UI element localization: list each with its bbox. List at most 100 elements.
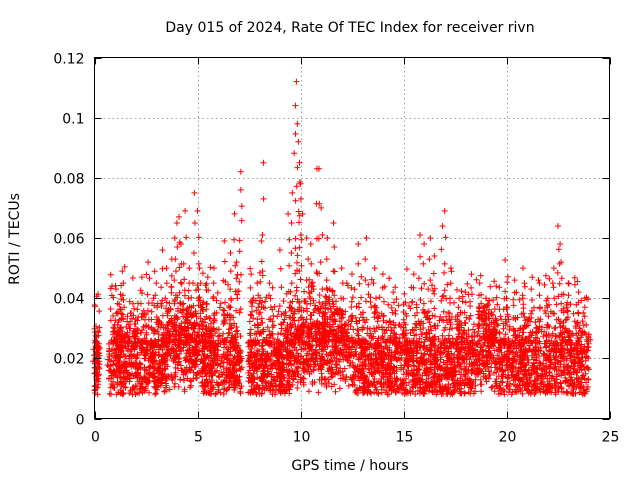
roti-point: [193, 287, 200, 294]
roti-point: [152, 292, 159, 299]
roti-point: [163, 265, 170, 272]
roti-point: [381, 298, 387, 305]
roti-point: [173, 220, 180, 226]
roti-point: [363, 298, 369, 305]
roti-point: [503, 304, 510, 311]
roti-point: [176, 289, 183, 296]
roti-point: [180, 260, 187, 267]
roti-point: [475, 328, 482, 335]
roti-point: [158, 303, 165, 309]
roti-point: [293, 287, 300, 294]
roti-point: [116, 332, 123, 339]
roti-point: [174, 315, 181, 321]
roti-point: [266, 292, 272, 299]
roti-point: [493, 294, 500, 301]
roti-point: [305, 256, 312, 263]
roti-point: [254, 280, 261, 287]
roti-point: [478, 316, 485, 323]
roti-point: [558, 307, 565, 314]
roti-point: [140, 313, 147, 320]
roti-point: [504, 313, 511, 320]
roti-point: [544, 295, 551, 302]
roti-point: [566, 328, 573, 335]
roti-point: [230, 314, 237, 321]
roti-point: [581, 295, 588, 302]
roti-point: [222, 278, 229, 285]
roti-point: [296, 268, 303, 275]
roti-point: [299, 210, 306, 217]
roti-point: [193, 313, 200, 320]
roti-point: [303, 235, 310, 241]
roti-point: [159, 247, 166, 253]
roti-point: [370, 280, 377, 287]
roti-point: [238, 217, 245, 224]
roti-point: [285, 210, 292, 217]
roti-point: [238, 271, 244, 278]
roti-point: [338, 325, 345, 332]
roti-point: [441, 287, 448, 294]
roti-point: [288, 280, 295, 287]
roti-point: [371, 325, 377, 332]
roti-point: [146, 275, 153, 282]
roti-point: [237, 186, 244, 193]
roti-point: [266, 316, 273, 323]
roti-point: [205, 287, 212, 294]
roti-point: [169, 323, 176, 330]
roti-point: [441, 260, 448, 267]
roti-point: [301, 288, 308, 295]
roti-point: [248, 271, 255, 278]
roti-point: [316, 165, 322, 172]
roti-point: [324, 235, 331, 241]
roti-point: [195, 295, 202, 302]
roti-point: [255, 328, 262, 335]
roti-point: [417, 253, 424, 260]
roti-point: [294, 164, 301, 171]
roti-point: [154, 304, 161, 311]
roti-point: [427, 235, 434, 241]
roti-point: [105, 356, 111, 363]
roti-point: [482, 295, 489, 302]
roti-point: [468, 271, 475, 278]
roti-point: [168, 289, 175, 296]
roti-point: [176, 264, 183, 271]
roti-point: [104, 362, 111, 368]
roti-point: [107, 306, 114, 312]
roti-point: [231, 210, 238, 217]
roti-point: [455, 331, 462, 338]
roti-point: [355, 300, 362, 307]
roti-point: [330, 220, 337, 226]
roti-point: [410, 284, 417, 291]
roti-point: [563, 304, 570, 311]
roti-point: [390, 330, 397, 337]
roti-point: [171, 277, 178, 284]
roti-point: [258, 299, 265, 306]
roti-point: [537, 316, 544, 323]
roti-point: [317, 305, 324, 312]
roti-point: [527, 318, 533, 325]
roti-point: [426, 319, 433, 326]
roti-point: [294, 120, 301, 127]
roti-point: [318, 204, 325, 211]
roti-point: [420, 320, 427, 327]
roti-point: [521, 280, 528, 287]
roti-point: [237, 168, 244, 175]
roti-point: [296, 159, 303, 166]
roti-point: [421, 280, 428, 287]
roti-point: [581, 313, 588, 320]
roti-point: [447, 265, 454, 272]
roti-point: [362, 277, 369, 284]
roti-point: [461, 319, 468, 326]
roti-point: [204, 274, 211, 281]
roti-point: [95, 349, 102, 356]
roti-point: [124, 329, 131, 336]
y-tick-label: 0.04: [53, 292, 84, 308]
roti-point: [183, 234, 190, 241]
roti-point: [519, 295, 526, 302]
roti-point: [551, 325, 558, 332]
roti-point: [154, 328, 161, 335]
roti-point: [295, 138, 302, 145]
roti-point: [449, 325, 455, 332]
roti-point: [296, 300, 303, 306]
roti-point: [481, 304, 488, 311]
roti-point: [106, 351, 113, 358]
